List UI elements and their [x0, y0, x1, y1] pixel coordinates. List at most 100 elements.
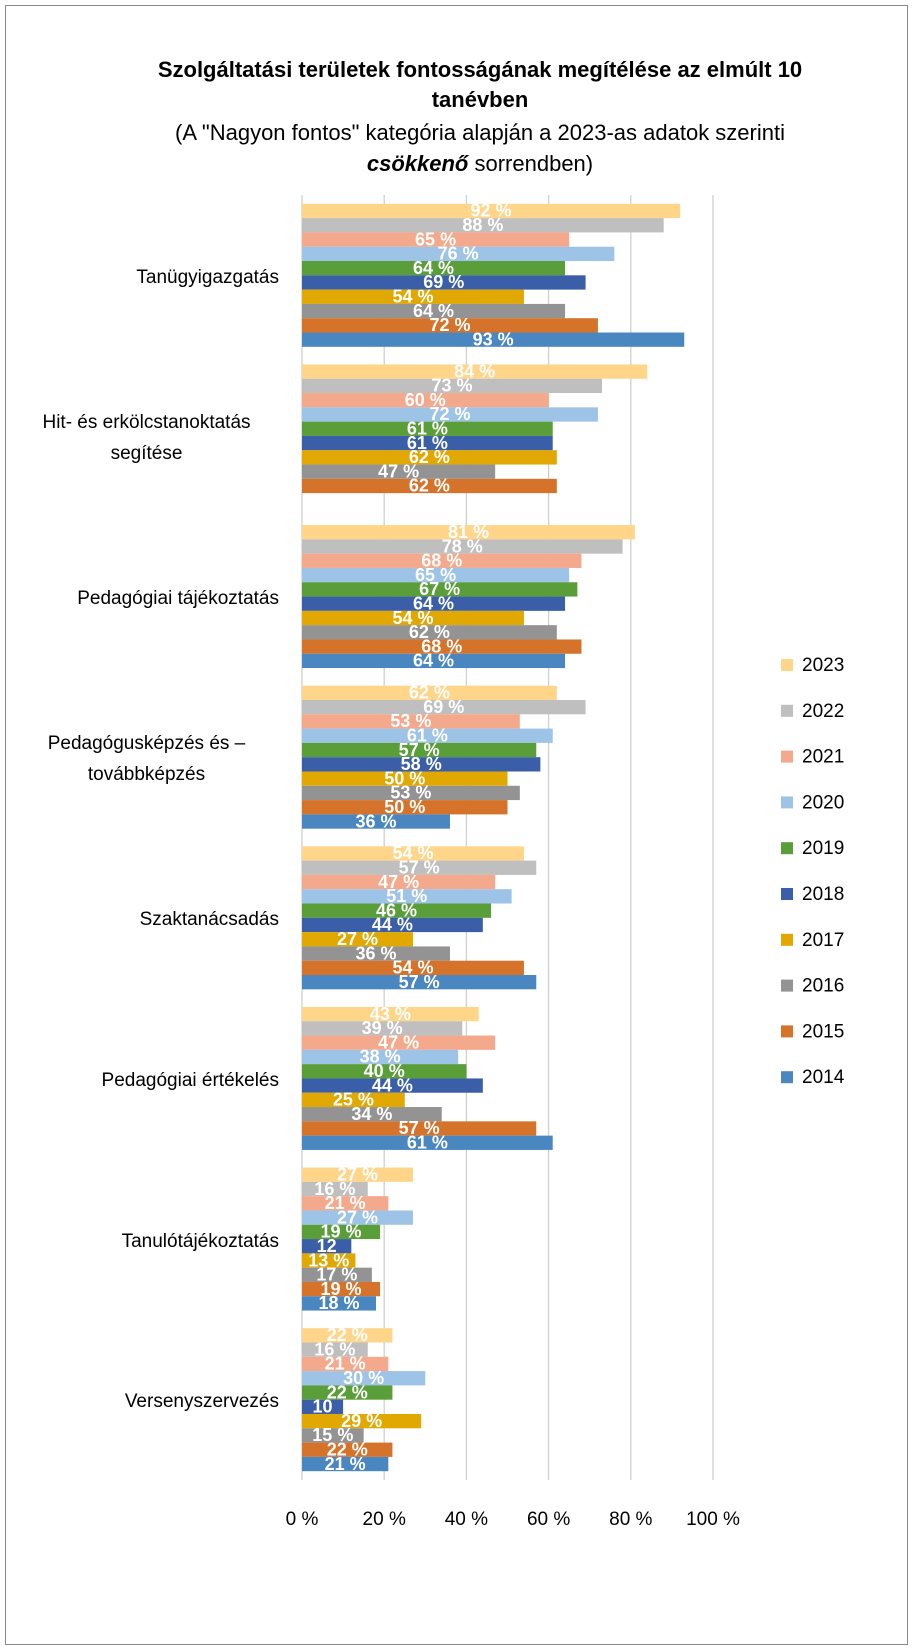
- data-label: 34 %: [351, 1104, 392, 1124]
- bar: [302, 728, 553, 743]
- data-label: 54 %: [392, 287, 433, 307]
- data-label: 67 %: [419, 579, 460, 599]
- data-label: 16 %: [314, 1179, 355, 1199]
- data-label: 46 %: [376, 900, 417, 920]
- bar: [302, 1413, 422, 1429]
- data-label: 61 %: [407, 419, 448, 439]
- bar: [302, 553, 582, 568]
- data-label: 93 %: [473, 329, 514, 349]
- bar: [302, 364, 648, 379]
- data-label: 36 %: [355, 811, 396, 831]
- data-label: 39 %: [362, 1018, 403, 1038]
- bar: [302, 1196, 389, 1211]
- data-label: 17 %: [316, 1265, 357, 1285]
- data-label: 50 %: [384, 768, 425, 788]
- data-label: 25 %: [333, 1090, 374, 1110]
- bar: [302, 785, 520, 801]
- chart-title: Szolgáltatási területek fontosságának me…: [157, 57, 803, 112]
- bar: [302, 1328, 393, 1343]
- data-label: 57 %: [399, 740, 440, 760]
- data-label: 22 %: [327, 1439, 368, 1459]
- data-label: 27 %: [337, 929, 378, 949]
- bar: [302, 1356, 389, 1372]
- bar: [302, 814, 450, 829]
- data-label: 27 %: [337, 1207, 378, 1227]
- bar: [302, 1121, 537, 1136]
- y-tick-label: Pedagógusképzés és – továbbképzés: [47, 733, 246, 786]
- data-label: 68 %: [421, 551, 462, 571]
- bar: [302, 303, 566, 319]
- data-label: 19 %: [321, 1279, 362, 1299]
- bar: [302, 407, 598, 422]
- y-tick-label: Pedagógiai tájékoztatás: [77, 588, 279, 610]
- data-label: 53 %: [390, 711, 431, 731]
- category-label-box: Versenyszervezés: [125, 1386, 279, 1417]
- data-label: 65 %: [415, 565, 456, 585]
- chart-subtitle: (A "Nagyon fontos" kategória alapján a 2…: [150, 117, 810, 179]
- data-label: 64 %: [413, 301, 454, 321]
- data-label: 10: [313, 1397, 333, 1417]
- bar: [302, 1181, 368, 1197]
- y-tick-label: Pedagógiai értékelés: [101, 1069, 279, 1091]
- data-label: 12: [317, 1236, 337, 1256]
- bar: [302, 917, 483, 933]
- bar: [302, 1267, 372, 1282]
- data-label: 50 %: [384, 797, 425, 817]
- bar: [302, 742, 537, 758]
- data-label: 73 %: [431, 376, 472, 396]
- bar: [302, 378, 603, 394]
- subtitle-part: (A "Nagyon fontos" kategória alapján a 2…: [175, 120, 785, 145]
- y-tick-label: Szaktanácsadás: [139, 909, 279, 931]
- bar: [302, 639, 582, 654]
- bar: [302, 289, 524, 304]
- bar: [302, 318, 598, 333]
- x-tick-label: 40 %: [445, 1509, 488, 1530]
- legend-swatch: [781, 933, 793, 946]
- bar: [302, 1456, 389, 1472]
- data-label: 43 %: [370, 1004, 411, 1024]
- data-label: 72 %: [429, 315, 470, 335]
- bar: [302, 1428, 364, 1443]
- bar: [302, 714, 520, 729]
- bar: [302, 1342, 368, 1357]
- bar: [302, 889, 512, 904]
- category-label-box: Pedagógusképzés és – továbbképzés: [14, 728, 279, 790]
- bar: [302, 1371, 426, 1386]
- legend-label: 2020: [802, 792, 844, 813]
- legend-swatch: [781, 750, 793, 763]
- bar: [302, 393, 549, 408]
- data-label: 62 %: [409, 476, 450, 496]
- legend-label: 2023: [802, 655, 844, 676]
- data-label: 54 %: [392, 958, 433, 978]
- y-tick-label: Tanulótájékoztatás: [121, 1230, 279, 1252]
- bar: [302, 1021, 463, 1036]
- bar: [302, 332, 685, 347]
- bar: [302, 1092, 405, 1108]
- bar: [302, 567, 570, 583]
- legend-label: 2019: [802, 838, 844, 859]
- subtitle-emphasis: csökkenő: [366, 151, 469, 176]
- data-label: 60 %: [405, 390, 446, 410]
- legend-label: 2016: [802, 976, 844, 997]
- y-tick-label: Versenyszervezés: [124, 1391, 279, 1413]
- bar: [302, 450, 557, 465]
- bar: [302, 421, 553, 436]
- data-label: 22 %: [327, 1382, 368, 1402]
- data-label: 64 %: [413, 593, 454, 613]
- data-label: 68 %: [421, 636, 462, 656]
- data-label: 61 %: [407, 433, 448, 453]
- bar: [302, 860, 537, 875]
- x-tick-label: 60 %: [527, 1509, 570, 1530]
- data-label: 69 %: [423, 272, 464, 292]
- data-label: 40 %: [364, 1061, 405, 1081]
- bar: [302, 1064, 467, 1079]
- data-label: 53 %: [390, 783, 431, 803]
- bar: [302, 1253, 356, 1268]
- legend-label: 2018: [802, 884, 844, 905]
- data-label: 58 %: [401, 754, 442, 774]
- bar: [302, 435, 553, 451]
- bar: [302, 771, 508, 786]
- bar: [302, 874, 496, 890]
- x-tick-label: 0 %: [286, 1509, 319, 1530]
